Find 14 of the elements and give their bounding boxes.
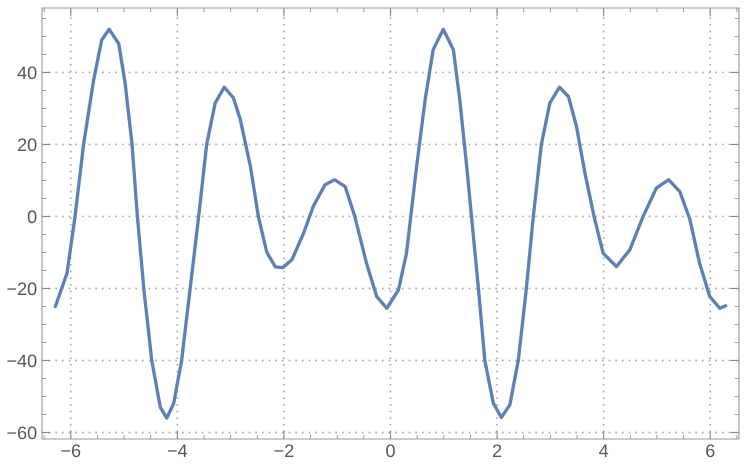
x-tick-label: −4 (168, 444, 188, 457)
x-tick-label: −2 (274, 444, 294, 457)
y-tick-label: 20 (18, 138, 36, 152)
y-tick-label: 40 (17, 66, 36, 80)
y-tick-label: −20 (7, 282, 36, 296)
x-tick-label: 2 (492, 444, 502, 457)
x-tick-label: 0 (386, 444, 395, 458)
x-tick-label: 6 (706, 444, 714, 458)
y-tick-label: −60 (7, 426, 36, 440)
y-tick-label: −40 (7, 354, 36, 368)
x-tick-label: 4 (599, 444, 608, 457)
y-tick-label: 0 (28, 210, 36, 224)
line-series (54, 28, 728, 420)
x-tick-label: −6 (61, 444, 80, 458)
